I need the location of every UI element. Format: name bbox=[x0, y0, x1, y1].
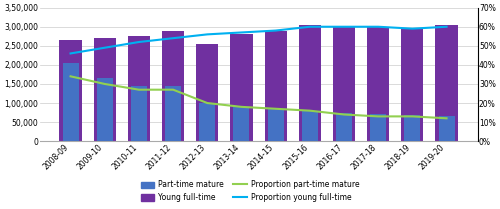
Proportion young full-time bbox=[341, 25, 347, 28]
Bar bbox=[302, 111, 318, 141]
Proportion part-time mature bbox=[170, 88, 176, 91]
Proportion part-time mature bbox=[410, 115, 416, 118]
Proportion young full-time bbox=[272, 29, 278, 32]
Bar bbox=[131, 86, 147, 141]
Proportion part-time mature bbox=[444, 117, 450, 120]
Bar bbox=[196, 44, 218, 141]
Bar bbox=[404, 115, 420, 141]
Bar bbox=[200, 103, 216, 141]
Bar bbox=[234, 107, 250, 141]
Proportion young full-time bbox=[170, 37, 176, 40]
Bar bbox=[97, 78, 113, 141]
Proportion young full-time bbox=[204, 33, 210, 36]
Proportion part-time mature bbox=[307, 110, 313, 112]
Bar bbox=[436, 25, 458, 141]
Line: Proportion young full-time: Proportion young full-time bbox=[70, 27, 446, 54]
Bar bbox=[162, 31, 184, 141]
Proportion young full-time bbox=[375, 25, 381, 28]
Bar bbox=[264, 31, 287, 141]
Proportion young full-time bbox=[444, 25, 450, 28]
Proportion young full-time bbox=[307, 25, 313, 28]
Bar bbox=[94, 38, 116, 141]
Proportion part-time mature bbox=[272, 107, 278, 110]
Proportion young full-time bbox=[136, 41, 142, 43]
Proportion part-time mature bbox=[102, 83, 108, 85]
Proportion young full-time bbox=[238, 31, 244, 34]
Proportion part-time mature bbox=[341, 113, 347, 116]
Bar bbox=[230, 34, 252, 141]
Proportion part-time mature bbox=[375, 115, 381, 118]
Bar bbox=[402, 29, 423, 141]
Bar bbox=[60, 40, 82, 141]
Bar bbox=[268, 109, 283, 141]
Line: Proportion part-time mature: Proportion part-time mature bbox=[70, 76, 446, 118]
Proportion young full-time bbox=[68, 52, 73, 55]
Bar bbox=[128, 36, 150, 141]
Bar bbox=[298, 25, 321, 141]
Bar bbox=[438, 116, 454, 141]
Proportion part-time mature bbox=[68, 75, 73, 78]
Proportion young full-time bbox=[102, 46, 108, 49]
Bar bbox=[62, 63, 78, 141]
Bar bbox=[370, 115, 386, 141]
Proportion part-time mature bbox=[204, 102, 210, 104]
Proportion part-time mature bbox=[238, 106, 244, 108]
Bar bbox=[367, 27, 390, 141]
Bar bbox=[336, 113, 352, 141]
Legend: Part-time mature, Young full-time, Proportion part-time mature, Proportion young: Part-time mature, Young full-time, Propo… bbox=[138, 177, 362, 205]
Proportion part-time mature bbox=[136, 88, 142, 91]
Bar bbox=[165, 86, 181, 141]
Proportion young full-time bbox=[410, 27, 416, 30]
Bar bbox=[333, 27, 355, 141]
